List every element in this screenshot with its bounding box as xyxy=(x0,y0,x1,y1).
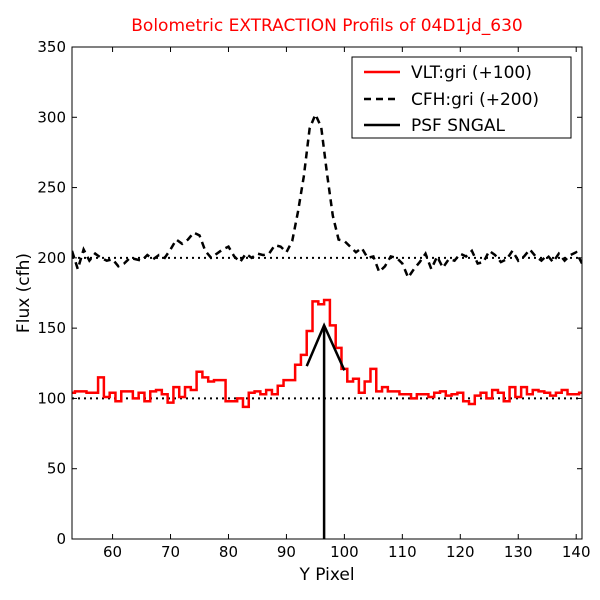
x-axis-label: Y Pixel xyxy=(298,565,354,585)
axes-ticks: 60 70 80 90 100 110 120 130 140 0 50 100 150 200 250 30… xyxy=(37,38,590,561)
x-tick-label: 120 xyxy=(446,543,475,561)
x-tick-label: 90 xyxy=(277,543,296,561)
x-tick-label: 60 xyxy=(103,543,122,561)
y-tick-label: 300 xyxy=(37,108,66,126)
y-tick-label: 250 xyxy=(37,179,66,197)
chart-title: Bolometric EXTRACTION Profils of 04D1jd_… xyxy=(131,16,522,36)
series-line-2 xyxy=(305,322,346,371)
plot-frame xyxy=(71,46,583,540)
y-tick-label: 0 xyxy=(56,530,66,548)
x-tick-label: 110 xyxy=(388,543,417,561)
legend: VLT:gri (+100) CFH:gri (+200) PSF SNGAL xyxy=(351,56,572,139)
y-tick-label: 50 xyxy=(47,460,66,478)
y-tick-label: 150 xyxy=(37,319,66,337)
series-line-1 xyxy=(72,111,582,281)
legend-label-cfh: CFH:gri (+200) xyxy=(411,90,539,110)
y-tick-label: 100 xyxy=(37,389,66,407)
plot-data-group xyxy=(72,111,582,539)
x-tick-label: 140 xyxy=(562,543,591,561)
x-tick-label: 80 xyxy=(219,543,238,561)
y-tick-label: 350 xyxy=(37,38,66,56)
y-tick-label: 200 xyxy=(37,249,66,267)
legend-label-psf: PSF SNGAL xyxy=(411,116,506,136)
legend-label-vlt: VLT:gri (+100) xyxy=(411,63,532,83)
series-line-0 xyxy=(72,298,582,409)
y-axis-label: Flux (cfh) xyxy=(14,253,34,333)
x-tick-label: 70 xyxy=(161,543,180,561)
x-tick-label: 100 xyxy=(330,543,359,561)
plot-area xyxy=(72,111,582,539)
x-tick-label: 130 xyxy=(504,543,533,561)
